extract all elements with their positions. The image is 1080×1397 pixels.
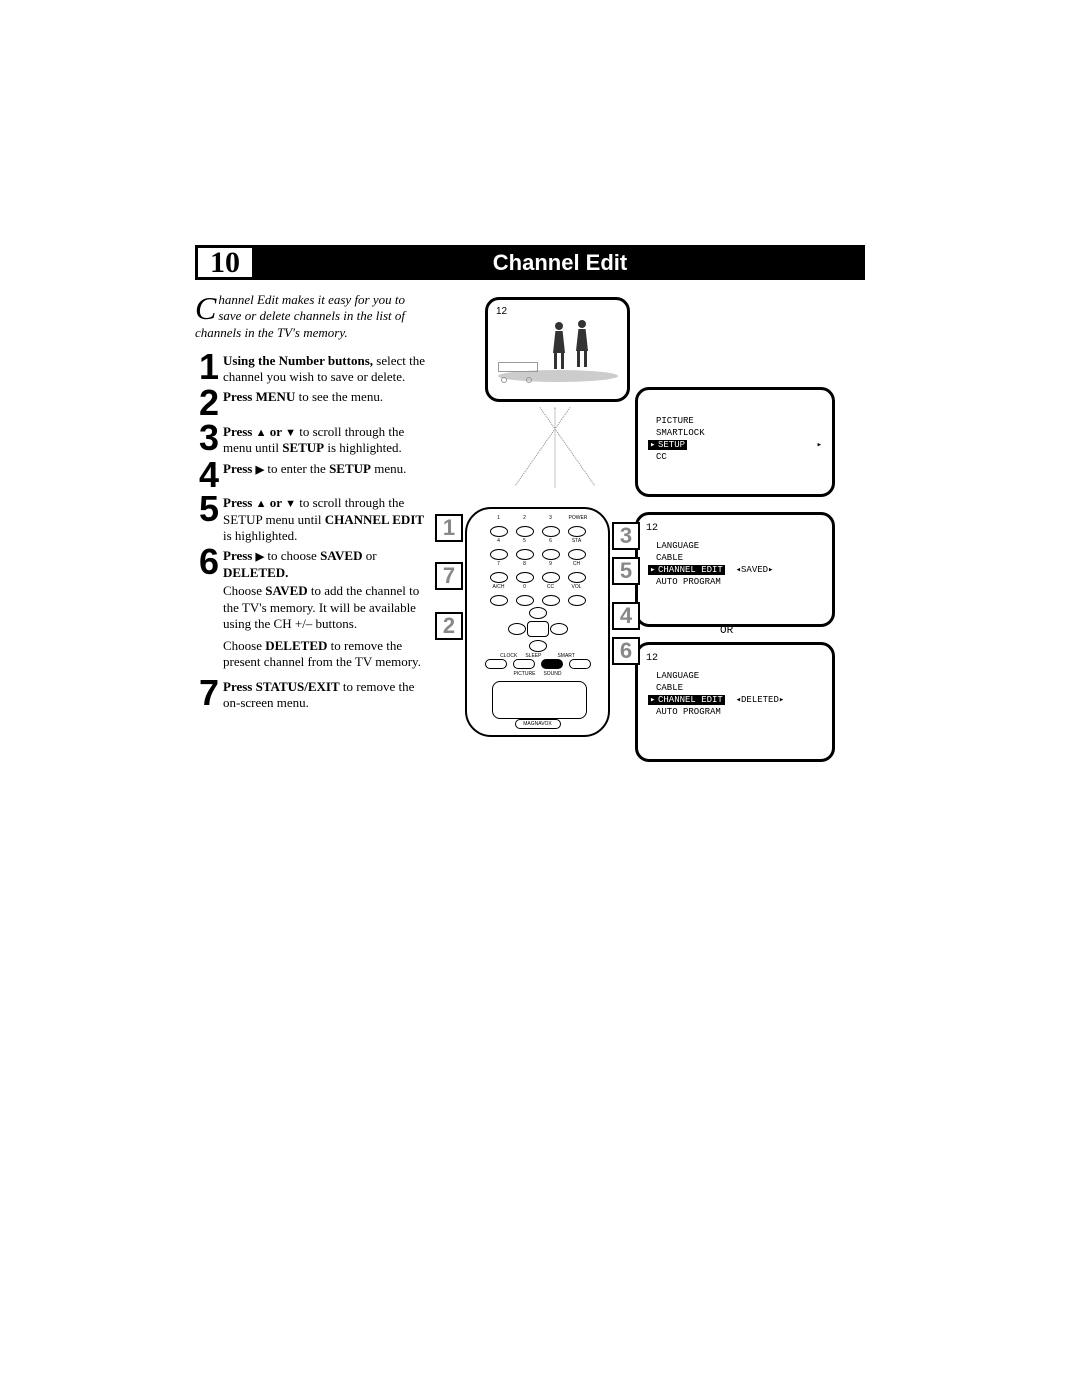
remote-label: 4 <box>491 538 507 544</box>
remote-btn-6[interactable] <box>542 549 560 560</box>
tv-cart <box>498 362 538 380</box>
remote-btn-cc[interactable] <box>542 595 560 606</box>
tv-person-1 <box>550 322 568 369</box>
remote-control: 1 2 3 POWER 4 5 6 STA <box>465 507 610 737</box>
remote-label: 7 <box>491 561 507 567</box>
step-text: Press ▶ to choose SAVED or DELETED. <box>223 546 430 581</box>
or-label: OR <box>720 625 733 637</box>
remote-dpad-menu[interactable] <box>527 621 549 637</box>
callout-1: 1 <box>435 514 463 542</box>
remote-label: 0 <box>517 584 533 590</box>
callout-5: 5 <box>612 557 640 585</box>
remote-label: SOUND <box>543 671 561 677</box>
remote-label: 6 <box>543 538 559 544</box>
remote-ir-window <box>492 681 587 719</box>
step-text: Press ▲ or ▼ to scroll through the menu … <box>223 422 430 457</box>
remote-label: PICTURE <box>513 671 535 677</box>
tv-channel-number: 12 <box>496 306 507 317</box>
remote-label: A/CH <box>491 584 507 590</box>
instructions-column: Channel Edit makes it easy for you to sa… <box>195 292 430 713</box>
remote-btn-clock[interactable] <box>485 659 507 669</box>
remote-dpad <box>508 607 568 652</box>
page-number-box: 10 <box>195 245 255 280</box>
intro-text: Channel Edit makes it easy for you to sa… <box>195 292 430 341</box>
step: 1 Using the Number buttons, select the c… <box>195 351 430 386</box>
callout-7: 7 <box>435 562 463 590</box>
step-subtext: Choose DELETED to remove the present cha… <box>223 638 430 671</box>
step: 6 Press ▶ to choose SAVED or DELETED. <box>195 546 430 581</box>
remote-btn-1[interactable] <box>490 526 508 537</box>
remote-btn-3[interactable] <box>542 526 560 537</box>
step-text: Press ▶ to enter the SETUP menu. <box>223 459 430 491</box>
step-text: Using the Number buttons, select the cha… <box>223 351 430 386</box>
callout-2: 2 <box>435 612 463 640</box>
remote-label: 5 <box>517 538 533 544</box>
osd-setup-deleted: 12LANGUAGECABLE▸CHANNEL EDIT ◂DELETED▸AU… <box>635 642 835 762</box>
intro-body: hannel Edit makes it easy for you to sav… <box>195 292 405 340</box>
callout-6: 6 <box>612 637 640 665</box>
remote-label: POWER <box>569 515 585 521</box>
remote-btn-7[interactable] <box>490 572 508 583</box>
remote-label: STA <box>569 538 585 544</box>
step: 3 Press ▲ or ▼ to scroll through the men… <box>195 422 430 457</box>
remote-btn-5[interactable] <box>516 549 534 560</box>
remote-btn-ach[interactable] <box>490 595 508 606</box>
osd-main-menu: PICTURESMARTLOCK▸SETUP▸CC <box>635 387 835 497</box>
tv-screen: 12 <box>485 297 630 402</box>
step: 2 Press MENU to see the menu. <box>195 387 430 419</box>
remote-dpad-left[interactable] <box>508 623 526 635</box>
remote-label: VOL <box>569 584 585 590</box>
tv-person-2 <box>573 320 591 367</box>
remote-label: CC <box>543 584 559 590</box>
step-number: 2 <box>195 387 223 419</box>
step-subtext: Choose SAVED to add the channel to the T… <box>223 583 430 632</box>
remote-btn-power[interactable] <box>568 526 586 537</box>
callout-3: 3 <box>612 522 640 550</box>
remote-btn-2[interactable] <box>516 526 534 537</box>
remote-btn-sleep[interactable] <box>513 659 535 669</box>
step-number: 6 <box>195 546 223 581</box>
remote-btn-smart[interactable] <box>569 659 591 669</box>
step: 5 Press ▲ or ▼ to scroll through the SET… <box>195 493 430 544</box>
remote-btn-ch[interactable] <box>568 572 586 583</box>
page-title: Channel Edit <box>255 245 865 280</box>
step-number: 3 <box>195 422 223 457</box>
remote-label: 8 <box>517 561 533 567</box>
dropcap: C <box>195 294 216 323</box>
osd-setup-saved: 12LANGUAGECABLE▸CHANNEL EDIT ◂SAVED▸AUTO… <box>635 512 835 627</box>
remote-btn-4[interactable] <box>490 549 508 560</box>
title-row: 10 Channel Edit <box>195 245 865 280</box>
remote-dpad-up[interactable] <box>529 607 547 619</box>
step: 4 Press ▶ to enter the SETUP menu. <box>195 459 430 491</box>
step-text: Press MENU to see the menu. <box>223 387 430 419</box>
ray <box>540 407 595 485</box>
ray <box>515 407 570 485</box>
remote-btn-vol[interactable] <box>568 595 586 606</box>
remote-dpad-down[interactable] <box>529 640 547 652</box>
remote-btn-0[interactable] <box>516 595 534 606</box>
remote-label: 2 <box>517 515 533 521</box>
remote-btn-9[interactable] <box>542 572 560 583</box>
step-number: 1 <box>195 351 223 386</box>
remote-btn-status[interactable] <box>568 549 586 560</box>
callout-4: 4 <box>612 602 640 630</box>
remote-label: 9 <box>543 561 559 567</box>
step-number: 4 <box>195 459 223 491</box>
ray <box>555 408 556 488</box>
remote-label: 1 <box>491 515 507 521</box>
remote-label: 3 <box>543 515 559 521</box>
illustration-column: 12 PICTURESMARTLOCK▸SETUP▸CC 12LANGUAGEC… <box>440 292 865 713</box>
step: 7 Press STATUS/EXIT to remove the on-scr… <box>195 677 430 712</box>
step-number: 5 <box>195 493 223 544</box>
remote-btn-picture[interactable] <box>541 659 563 669</box>
remote-label: CH <box>569 561 585 567</box>
remote-dpad-right[interactable] <box>550 623 568 635</box>
remote-brand: MAGNAVOX <box>515 719 561 729</box>
step-number: 7 <box>195 677 223 712</box>
step-text: Press ▲ or ▼ to scroll through the SETUP… <box>223 493 430 544</box>
remote-btn-8[interactable] <box>516 572 534 583</box>
step-text: Press STATUS/EXIT to remove the on-scree… <box>223 677 430 712</box>
